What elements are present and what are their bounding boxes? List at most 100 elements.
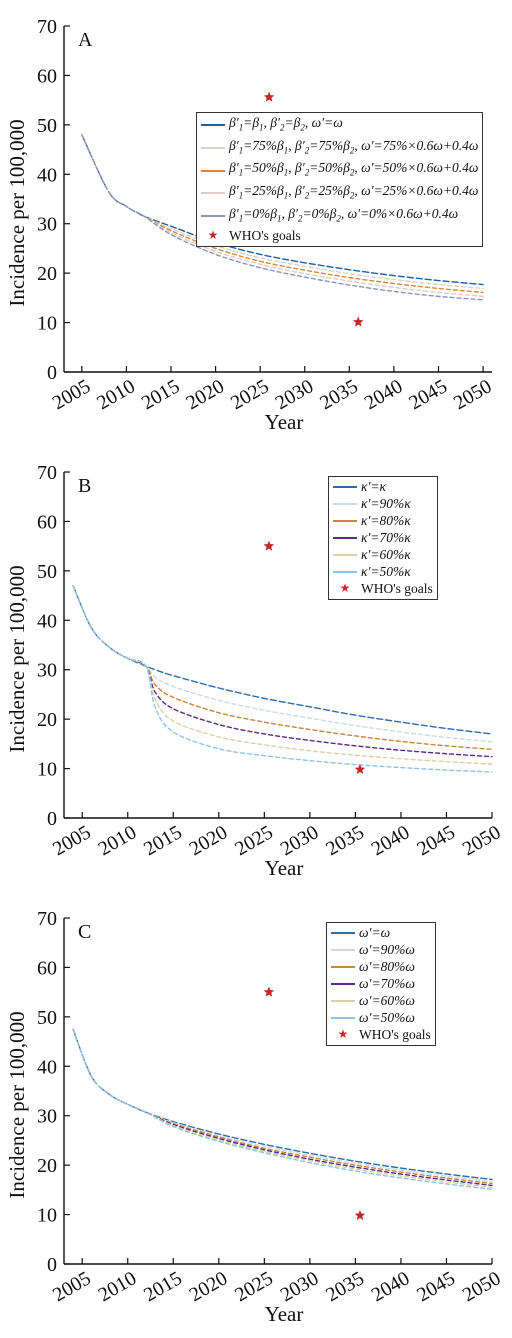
chart-c-y-tick-label: 0 xyxy=(47,1254,57,1276)
chart-b-legend-label: κ′=50%κ xyxy=(361,564,411,579)
chart-c-legend-swatch xyxy=(331,999,355,1002)
chart-a-y-tick-label: 10 xyxy=(37,313,57,335)
chart-a-legend-label: β′1=75%β1, β′2=75%β2, ω′=75%×0.6ω+0.4ω xyxy=(229,137,479,156)
chart-a-legend-label: β′1=0%β1, β′2=0%β2, ω′=0%×0.6ω+0.4ω xyxy=(229,205,459,224)
chart-b-legend-label: κ′=80%κ xyxy=(361,513,411,528)
chart-a-legend-swatch xyxy=(201,169,225,172)
chart-b-legend-entry: κ′=70%κ xyxy=(333,529,433,546)
chart-a-legend-entry: β′1=25%β1, β′2=25%β2, ω′=25%×0.6ω+0.4ω xyxy=(201,182,478,205)
chart-b-legend-swatch xyxy=(333,536,357,539)
chart-c-y-tick-label: 60 xyxy=(37,957,57,979)
chart-a-legend-entry: β′1=β1, β′2=β2, ω′=ω xyxy=(201,114,478,137)
chart-b-legend-swatch xyxy=(333,553,357,556)
chart-b-legend-label: κ′=90%κ xyxy=(361,496,411,511)
chart-a-y-tick-label: 40 xyxy=(37,164,57,186)
chart-a-legend-entry: β′1=0%β1, β′2=0%β2, ω′=0%×0.6ω+0.4ω xyxy=(201,205,478,228)
chart-a-legend-label: β′1=β1, β′2=β2, ω′=ω xyxy=(229,115,343,133)
chart-c-legend-swatch xyxy=(331,931,355,934)
chart-b-legend-entry: κ′=60%κ xyxy=(333,546,433,563)
chart-c-legend-swatch xyxy=(331,1016,355,1019)
chart-c-x-tick-label: 2040 xyxy=(368,1267,414,1306)
chart-b-series-line-5 xyxy=(72,584,493,765)
chart-c-legend-entry: ω′=60%ω xyxy=(331,992,431,1009)
chart-c-legend-entry: ω′=70%ω xyxy=(331,975,431,992)
chart-a-x-tick-label: 2025 xyxy=(227,375,273,414)
chart-b-x-tick-label: 2035 xyxy=(322,821,368,860)
chart-b-y-tick-label: 10 xyxy=(37,759,57,781)
chart-b-x-tick-label: 2010 xyxy=(95,821,141,860)
chart-c-legend-label: ω′=90%ω xyxy=(359,942,415,957)
chart-c-who-goal-marker-1 xyxy=(263,986,275,997)
chart-c-legend-entry: ω′=ω xyxy=(331,924,431,941)
chart-a-y-axis-title: Incidence per 100,000 xyxy=(5,119,29,306)
chart-c-legend-label: ω′=80%ω xyxy=(359,959,415,974)
chart-a-x-tick-label: 2030 xyxy=(272,375,318,414)
chart-b-x-tick-label: 2025 xyxy=(231,821,277,860)
chart-c-legend-swatch xyxy=(331,948,355,951)
chart-a-x-tick-label: 2040 xyxy=(361,375,407,414)
chart-c-x-tick-label: 2025 xyxy=(231,1267,277,1306)
chart-b-legend-swatch xyxy=(333,485,357,488)
chart-b-y-tick-label: 0 xyxy=(47,808,57,830)
chart-c-who-goal-marker-2 xyxy=(354,1209,366,1221)
chart-a-legend-entry: β′1=75%β1, β′2=75%β2, ω′=75%×0.6ω+0.4ω xyxy=(201,137,478,160)
chart-c-y-axis-title: Incidence per 100,000 xyxy=(5,1011,29,1198)
chart-a-legend-swatch xyxy=(201,147,225,150)
chart-a-y-tick-label: 50 xyxy=(37,115,57,137)
chart-a-x-tick-label: 2020 xyxy=(182,375,228,414)
chart-a-legend-entry: β′1=50%β1, β′2=50%β2, ω′=50%×0.6ω+0.4ω xyxy=(201,159,478,182)
chart-b-x-axis-title: Year xyxy=(265,856,304,880)
chart-b-legend-entry: κ′=κ xyxy=(333,478,433,495)
chart-b-who-goal-marker-2 xyxy=(354,763,366,775)
chart-panel-b: 0 10 20 30 40 50 60 70 2005 2010 2015 2020 2025 2030 2… xyxy=(0,446,512,886)
chart-a-y-tick-label: 60 xyxy=(37,65,57,87)
chart-b-y-tick-label: 40 xyxy=(37,610,57,632)
chart-b-x-tick-label: 2040 xyxy=(368,821,414,860)
chart-c-x-tick-label: 2015 xyxy=(140,1267,186,1306)
chart-b-legend-label: κ′=κ xyxy=(361,479,387,494)
chart-c-series-line-3 xyxy=(72,1028,493,1185)
chart-c-legend-label: ω′=50%ω xyxy=(359,1010,415,1025)
chart-b-legend-swatch xyxy=(333,502,357,505)
chart-b-y-tick-label: 60 xyxy=(37,511,57,533)
chart-c-y-tick-label: 50 xyxy=(37,1007,57,1029)
chart-b-series-line-4 xyxy=(72,584,493,758)
chart-b-series-line-1 xyxy=(72,584,493,735)
chart-a-who-goal-marker-2 xyxy=(352,316,364,327)
chart-b-y-tick-label: 30 xyxy=(37,660,57,682)
star-icon: ★ xyxy=(337,1027,349,1041)
chart-a-y-tick-label: 30 xyxy=(37,214,57,236)
chart-a-panel-label: A xyxy=(78,29,93,51)
chart-a-legend-entry-goals: ★ WHO's goals xyxy=(201,227,478,244)
chart-a-x-tick-label: 2035 xyxy=(316,375,362,414)
chart-panel-c: 0 10 20 30 40 50 60 70 2005 2010 2015 2020 2025 2030 2… xyxy=(0,892,512,1332)
star-icon: ★ xyxy=(207,228,219,243)
chart-c-legend-swatch xyxy=(331,965,355,968)
chart-b-legend-label: WHO's goals xyxy=(361,581,433,596)
chart-c-legend-label: WHO's goals xyxy=(359,1027,431,1042)
chart-a-legend-label: WHO's goals xyxy=(229,228,301,244)
chart-b-x-tick-label: 2015 xyxy=(140,821,186,860)
chart-b-legend-label: κ′=60%κ xyxy=(361,547,411,562)
chart-b-legend-swatch xyxy=(333,519,357,522)
chart-b-y-tick-label: 50 xyxy=(37,561,57,583)
chart-b-panel-label: B xyxy=(78,475,91,497)
chart-a-legend-label: β′1=25%β1, β′2=25%β2, ω′=25%×0.6ω+0.4ω xyxy=(229,183,479,201)
chart-c-y-tick-label: 10 xyxy=(37,1205,57,1227)
chart-a-series-line-5 xyxy=(81,134,484,301)
chart-b-legend-entry: κ′=50%κ xyxy=(333,563,433,580)
chart-c-legend-entry: ω′=80%ω xyxy=(331,958,431,975)
chart-b-x-tick-label: 2030 xyxy=(277,821,323,860)
chart-a-legend-swatch xyxy=(201,192,225,195)
chart-c-y-tick-label: 30 xyxy=(37,1106,57,1128)
chart-c-series-line-6 xyxy=(72,1028,493,1191)
chart-c-y-tick-label: 20 xyxy=(37,1155,57,1177)
chart-a-x-axis-title: Year xyxy=(265,410,304,434)
chart-b-x-tick-label: 2020 xyxy=(186,821,232,860)
chart-c-panel-label: C xyxy=(78,921,91,943)
chart-c-legend-label: ω′=60%ω xyxy=(359,993,415,1008)
chart-b-legend-label: κ′=70%κ xyxy=(361,530,411,545)
chart-a-legend-label: β′1=50%β1, β′2=50%β2, ω′=50%×0.6ω+0.4ω xyxy=(229,160,479,179)
chart-a-svg: 0102030405060702005201020152020202520302… xyxy=(5,16,496,434)
